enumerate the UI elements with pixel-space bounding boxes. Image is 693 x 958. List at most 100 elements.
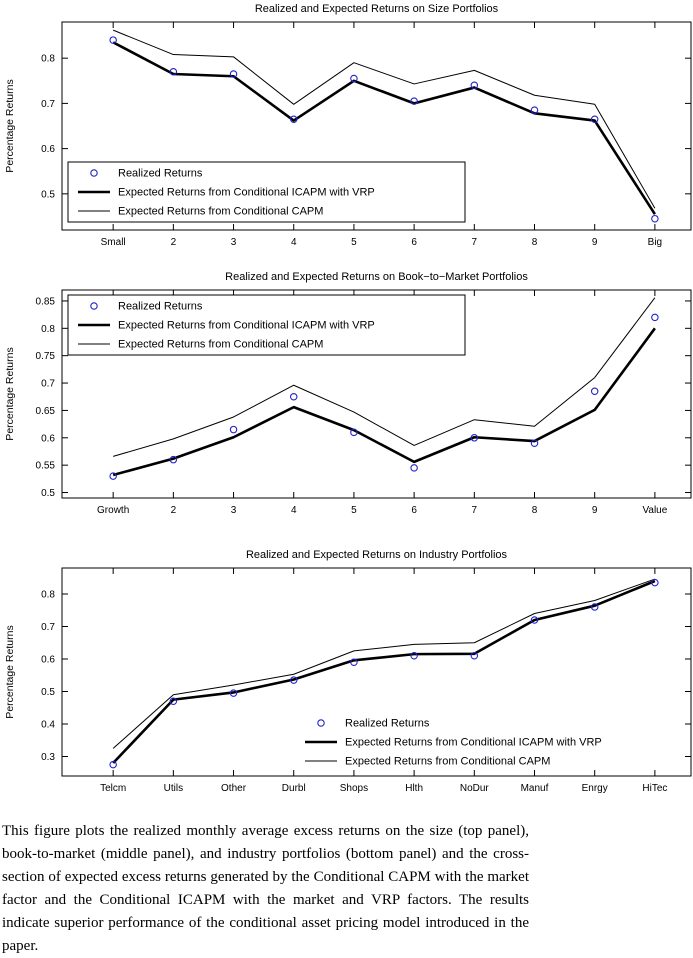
x-tick-label: 5 (351, 505, 357, 516)
realized-return-marker (350, 658, 358, 667)
legend-marker-circle (90, 302, 98, 310)
size-portfolios-figure: Realized and Expected Returns on Size Po… (0, 0, 693, 260)
realized-return-marker (350, 74, 358, 83)
y-axis-label: Percentage Returns (4, 347, 16, 440)
y-tick-label: 0.75 (36, 351, 56, 362)
legend-label: Expected Returns from Conditional ICAPM … (345, 737, 602, 749)
realized-return-marker (651, 578, 659, 587)
plot-frame (61, 289, 692, 499)
x-tick-label: Durbl (282, 783, 306, 794)
realized-return-marker (590, 603, 599, 611)
realized-return-marker (289, 676, 298, 684)
y-tick-label: 0.6 (41, 655, 55, 666)
legend-marker-circle (317, 719, 325, 727)
y-tick-label: 0.5 (41, 687, 55, 698)
legend-label: Realized Returns (118, 301, 203, 313)
realized-return-marker (229, 425, 238, 434)
legend-label: Expected Returns from Conditional ICAPM … (118, 320, 375, 332)
realized-return-marker (289, 115, 298, 123)
realized-return-marker (651, 214, 659, 223)
x-tick-label: 8 (532, 237, 538, 248)
x-tick-label: 6 (411, 505, 417, 516)
realized-return-marker (410, 652, 418, 660)
x-tick-label: 2 (171, 505, 177, 516)
chart-title: Realized and Expected Returns on Industr… (246, 549, 508, 561)
realized-return-marker (109, 472, 117, 480)
chart-title: Realized and Expected Returns on Book−to… (225, 271, 528, 283)
x-tick-label: 9 (592, 505, 598, 516)
x-tick-label: 5 (351, 237, 357, 248)
y-tick-label: 0.8 (41, 590, 55, 601)
legend-box (67, 294, 466, 356)
x-tick-label: Value (642, 505, 667, 516)
y-tick-label: 0.65 (36, 406, 56, 417)
y-tick-label: 0.55 (36, 461, 56, 472)
realized-return-marker (229, 689, 238, 697)
x-tick-label: Telcm (100, 783, 126, 794)
plot-frame (61, 567, 692, 777)
x-tick-label: Utils (164, 783, 183, 794)
realized-return-marker (410, 464, 418, 472)
x-tick-label: 7 (472, 505, 478, 516)
y-tick-label: 0.5 (41, 189, 55, 200)
x-tick-label: 3 (231, 505, 237, 516)
realized-return-marker (470, 652, 479, 660)
x-tick-label: 2 (171, 237, 177, 248)
y-tick-label: 0.7 (41, 622, 55, 633)
x-tick-label: Big (648, 237, 662, 248)
x-tick-label: Other (221, 783, 247, 794)
realized-return-marker (109, 760, 117, 769)
x-tick-label: Manuf (521, 783, 549, 794)
x-tick-label: Enrgy (582, 783, 608, 794)
realized-return-marker (590, 115, 599, 123)
y-axis-label: Percentage Returns (4, 625, 16, 718)
realized-return-marker (350, 428, 358, 437)
book-to-market-portfolios-chart: Realized and Expected Returns on Book−to… (4, 271, 692, 516)
book-to-market-portfolios-figure: Realized and Expected Returns on Book−to… (0, 268, 693, 528)
x-tick-label: 9 (592, 237, 598, 248)
x-tick-label: Shops (340, 783, 368, 794)
y-tick-label: 0.6 (41, 144, 55, 155)
realized-return-marker (651, 313, 659, 322)
legend-label: Expected Returns from Conditional CAPM (345, 756, 550, 768)
x-tick-label: 6 (411, 237, 417, 248)
icapm-line (112, 41, 656, 215)
y-tick-label: 0.5 (41, 488, 55, 499)
industry-portfolios-figure: Realized and Expected Returns on Industr… (0, 546, 693, 806)
realized-return-marker (470, 81, 479, 90)
x-tick-label: 4 (291, 505, 297, 516)
realized-return-marker (289, 392, 298, 401)
legend-label: Realized Returns (345, 718, 430, 730)
y-tick-label: 0.7 (41, 379, 55, 390)
realized-return-marker (169, 67, 178, 76)
realized-return-marker (109, 36, 117, 44)
x-tick-label: Hlth (405, 783, 423, 794)
legend-label: Expected Returns from Conditional CAPM (118, 339, 323, 351)
realized-return-marker (229, 70, 238, 78)
realized-return-marker (530, 616, 539, 624)
x-tick-label: 8 (532, 505, 538, 516)
y-tick-label: 0.7 (41, 99, 55, 110)
realized-return-marker (590, 387, 599, 396)
capm-line (113, 297, 656, 457)
legend-marker-circle (90, 169, 98, 177)
x-tick-label: Small (101, 237, 126, 248)
x-tick-label: NoDur (460, 783, 490, 794)
legend-box (67, 161, 466, 223)
legend-label: Expected Returns from Conditional ICAPM … (118, 187, 375, 199)
y-tick-label: 0.8 (41, 54, 55, 65)
realized-return-marker (169, 455, 178, 464)
x-tick-label: Growth (97, 505, 129, 516)
capm-line (112, 29, 656, 209)
industry-portfolios-chart: Realized and Expected Returns on Industr… (4, 549, 692, 794)
realized-return-marker (410, 97, 418, 105)
y-axis-label: Percentage Returns (4, 79, 16, 172)
figure-caption: This figure plots the realized monthly a… (2, 823, 529, 954)
x-tick-label: 3 (231, 237, 237, 248)
y-tick-label: 0.4 (41, 720, 55, 731)
y-tick-label: 0.85 (36, 296, 56, 307)
size-portfolios-chart: Realized and Expected Returns on Size Po… (4, 3, 692, 248)
x-tick-label: 7 (472, 237, 478, 248)
legend-label: Realized Returns (118, 168, 203, 180)
